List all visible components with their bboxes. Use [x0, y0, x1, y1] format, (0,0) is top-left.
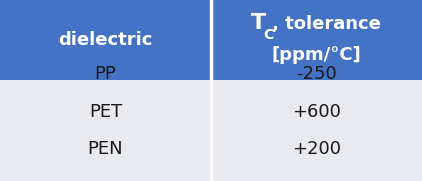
Text: +200: +200: [292, 140, 341, 158]
FancyBboxPatch shape: [0, 0, 422, 80]
Text: +600: +600: [292, 103, 341, 121]
Text: dielectric: dielectric: [58, 31, 153, 49]
Text: PEN: PEN: [88, 140, 123, 158]
Text: PET: PET: [89, 103, 122, 121]
Text: T: T: [251, 13, 266, 33]
Text: -250: -250: [296, 65, 337, 83]
Text: [ppm/°C]: [ppm/°C]: [272, 46, 361, 64]
Text: PP: PP: [95, 65, 116, 83]
Text: , tolerance: , tolerance: [272, 15, 381, 33]
Text: C: C: [264, 28, 274, 42]
